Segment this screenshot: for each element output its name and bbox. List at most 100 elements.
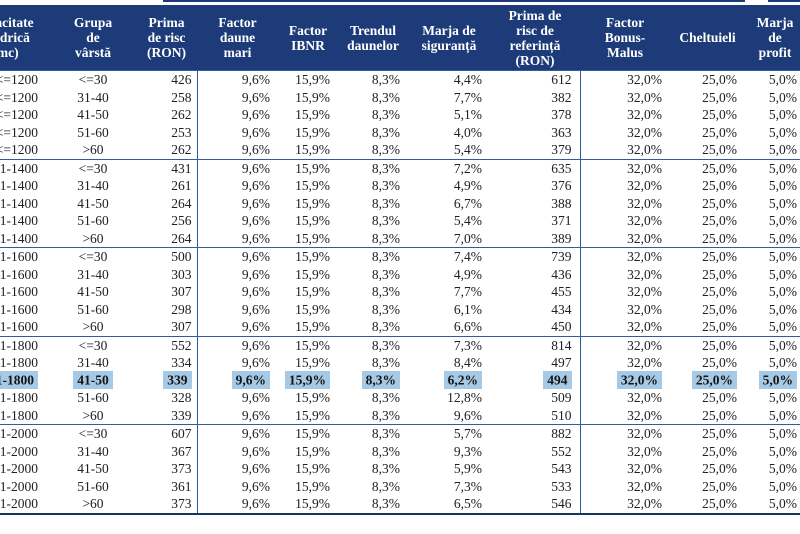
cell-bonus[interactable]: 32,0% — [580, 425, 670, 443]
cell-profit[interactable]: 5,0% — [745, 71, 800, 89]
cell-prima[interactable]: 500 — [136, 247, 198, 266]
cell-ref[interactable]: 814 — [490, 336, 581, 354]
cell-ref[interactable]: 494 — [490, 371, 581, 389]
cell-trend[interactable]: 8,3% — [338, 318, 408, 337]
cell-capacity[interactable]: 1401-1600 — [0, 266, 50, 284]
cell-profit[interactable]: 5,0% — [745, 266, 800, 284]
cell-trend[interactable]: 8,3% — [338, 354, 408, 372]
cell-daune[interactable]: 9,6% — [197, 318, 278, 337]
cell-prima[interactable]: 256 — [136, 212, 198, 230]
cell-bonus[interactable]: 32,0% — [580, 71, 670, 89]
cell-marja[interactable]: 7,7% — [408, 283, 490, 301]
cell-age[interactable]: <=30 — [50, 425, 136, 443]
cell-ref[interactable]: 882 — [490, 424, 581, 443]
cell-daune[interactable]: 9,6% — [197, 195, 278, 213]
cell-prima[interactable]: 339 — [136, 406, 198, 425]
cell-chelt[interactable]: 25,0% — [670, 141, 745, 160]
cell-capacity[interactable]: 1201-1400 — [0, 195, 50, 213]
cell-ibnr[interactable]: 15,9% — [278, 177, 338, 195]
cell-ibnr[interactable]: 15,9% — [278, 318, 338, 337]
cell-ibnr[interactable]: 15,9% — [278, 389, 338, 407]
premium-rate-table[interactable]: Capacitate cilindrică (cmc)Grupa de vârs… — [0, 5, 800, 515]
cell-capacity[interactable]: 1401-1600 — [0, 318, 50, 337]
cell-ibnr[interactable]: 15,9% — [278, 71, 338, 89]
cell-capacity[interactable]: <=1200 — [0, 89, 50, 107]
cell-chelt[interactable]: 25,0% — [670, 318, 745, 337]
cell-ibnr[interactable]: 15,9% — [278, 460, 338, 478]
cell-trend[interactable]: 8,3% — [338, 406, 408, 425]
cell-ref[interactable]: 510 — [490, 406, 581, 425]
cell-capacity[interactable]: 1201-1400 — [0, 229, 50, 248]
cell-marja[interactable]: 6,7% — [408, 195, 490, 213]
cell-capacity[interactable]: 1601-1800 — [0, 336, 50, 354]
cell-bonus[interactable]: 32,0% — [580, 266, 670, 284]
cell-chelt[interactable]: 25,0% — [670, 443, 745, 461]
cell-ref[interactable]: 455 — [490, 283, 581, 301]
cell-daune[interactable]: 9,6% — [197, 177, 278, 195]
cell-bonus[interactable]: 32,0% — [580, 443, 670, 461]
cell-ref[interactable]: 378 — [490, 106, 581, 124]
cell-ibnr[interactable]: 15,9% — [278, 89, 338, 107]
cell-trend[interactable]: 8,3% — [338, 212, 408, 230]
cell-marja[interactable]: 7,3% — [408, 478, 490, 496]
cell-chelt[interactable]: 25,0% — [670, 195, 745, 213]
cell-chelt[interactable]: 25,0% — [670, 425, 745, 443]
cell-age[interactable]: >60 — [50, 141, 136, 160]
cell-capacity[interactable]: 1801-2000 — [0, 478, 50, 496]
cell-ibnr[interactable]: 15,9% — [278, 212, 338, 230]
cell-chelt[interactable]: 25,0% — [670, 336, 745, 354]
cell-age[interactable]: 51-60 — [50, 389, 136, 407]
cell-bonus[interactable]: 32,0% — [580, 124, 670, 142]
cell-trend[interactable]: 8,3% — [338, 283, 408, 301]
cell-bonus[interactable]: 32,0% — [580, 301, 670, 319]
cell-age[interactable]: 31-40 — [50, 443, 136, 461]
cell-trend[interactable]: 8,3% — [338, 266, 408, 284]
cell-trend[interactable]: 8,3% — [338, 443, 408, 461]
cell-marja[interactable]: 6,5% — [408, 495, 490, 515]
cell-ibnr[interactable]: 15,9% — [278, 141, 338, 160]
cell-daune[interactable]: 9,6% — [197, 495, 278, 515]
cell-prima[interactable]: 307 — [136, 283, 198, 301]
cell-trend[interactable]: 8,3% — [338, 177, 408, 195]
cell-profit[interactable]: 5,0% — [745, 141, 800, 160]
cell-bonus[interactable]: 32,0% — [580, 212, 670, 230]
cell-profit[interactable]: 5,0% — [745, 124, 800, 142]
cell-capacity[interactable]: 1601-1800 — [0, 389, 50, 407]
cell-daune[interactable]: 9,6% — [197, 141, 278, 160]
cell-daune[interactable]: 9,6% — [197, 389, 278, 407]
cell-trend[interactable]: 8,3% — [338, 389, 408, 407]
cell-age[interactable]: 31-40 — [50, 177, 136, 195]
cell-age[interactable]: 41-50 — [50, 460, 136, 478]
cell-chelt[interactable]: 25,0% — [670, 354, 745, 372]
cell-capacity[interactable]: 1401-1600 — [0, 248, 50, 266]
cell-chelt[interactable]: 25,0% — [670, 212, 745, 230]
cell-profit[interactable]: 5,0% — [745, 318, 800, 337]
cell-age[interactable]: >60 — [50, 318, 136, 337]
cell-capacity[interactable]: 1201-1400 — [0, 159, 50, 177]
cell-chelt[interactable]: 25,0% — [670, 106, 745, 124]
cell-marja[interactable]: 5,4% — [408, 141, 490, 160]
cell-age[interactable]: <=30 — [50, 248, 136, 266]
cell-ref[interactable]: 450 — [490, 318, 581, 337]
cell-ref[interactable]: 546 — [490, 495, 581, 515]
cell-bonus[interactable]: 32,0% — [580, 460, 670, 478]
cell-chelt[interactable]: 25,0% — [670, 89, 745, 107]
cell-chelt[interactable]: 25,0% — [670, 371, 745, 389]
cell-profit[interactable]: 5,0% — [745, 212, 800, 230]
cell-daune[interactable]: 9,6% — [197, 266, 278, 284]
cell-age[interactable]: 51-60 — [50, 301, 136, 319]
cell-prima[interactable]: 253 — [136, 123, 198, 141]
cell-profit[interactable]: 5,0% — [745, 354, 800, 372]
cell-bonus[interactable]: 32,0% — [580, 195, 670, 213]
cell-marja[interactable]: 5,1% — [408, 106, 490, 124]
cell-daune[interactable]: 9,6% — [197, 248, 278, 266]
cell-ibnr[interactable]: 15,9% — [278, 336, 338, 354]
cell-marja[interactable]: 8,4% — [408, 354, 490, 372]
cell-marja[interactable]: 7,4% — [408, 248, 490, 266]
cell-bonus[interactable]: 32,0% — [580, 141, 670, 160]
cell-capacity[interactable]: 1201-1400 — [0, 212, 50, 230]
cell-age[interactable]: 51-60 — [50, 478, 136, 496]
cell-prima[interactable]: 373 — [136, 495, 198, 515]
cell-capacity[interactable]: 1401-1600 — [0, 283, 50, 301]
cell-marja[interactable]: 9,3% — [408, 443, 490, 461]
